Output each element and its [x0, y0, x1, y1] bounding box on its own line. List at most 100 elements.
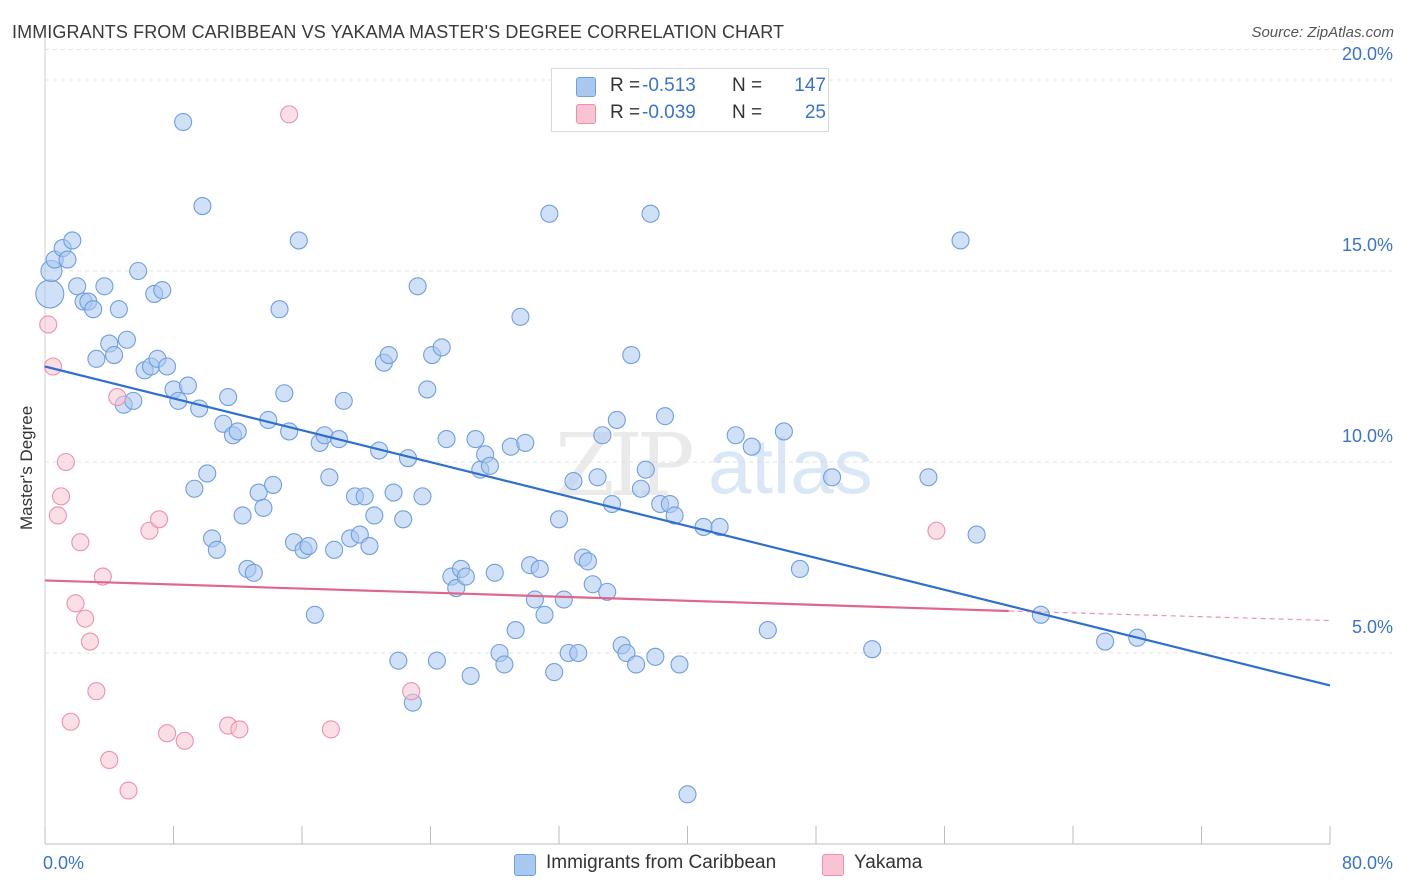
- caribbean-point: [588, 468, 607, 487]
- caribbean-point: [408, 277, 427, 296]
- yakama-point: [280, 105, 299, 124]
- caribbean-point: [384, 483, 403, 502]
- caribbean-point: [678, 785, 697, 804]
- caribbean-point: [264, 475, 283, 494]
- yakama-point: [149, 510, 169, 529]
- caribbean-point: [823, 468, 842, 487]
- yakama-point: [61, 712, 80, 731]
- caribbean-point: [863, 640, 882, 659]
- y-tick-label: 5.0%: [1352, 617, 1393, 637]
- x-tick-label: 80.0%: [1342, 853, 1393, 873]
- caribbean-point: [545, 663, 564, 682]
- r-value-yakama: -0.039: [642, 102, 696, 123]
- caribbean-point: [379, 345, 398, 365]
- yakama-trend-line: [44, 579, 1009, 613]
- caribbean-point: [511, 307, 530, 326]
- yakama-point: [402, 682, 421, 701]
- stats-legend: R = -0.513 N = 147 R = -0.039 N = 25: [551, 68, 829, 132]
- caribbean-point: [456, 567, 475, 586]
- caribbean-point: [641, 204, 660, 223]
- caribbean-point: [593, 426, 612, 445]
- caribbean-point: [275, 384, 294, 403]
- caribbean-point: [299, 536, 318, 556]
- caribbean-point: [535, 605, 554, 624]
- yakama-point: [66, 594, 85, 613]
- yakama-point: [52, 487, 71, 506]
- stats-swatch-caribbean: [576, 77, 596, 97]
- caribbean-point: [485, 563, 504, 582]
- caribbean-point: [178, 376, 198, 395]
- tick-labels: 5.0% 10.0% 15.0% 20.0% 0.0% 80.0%: [43, 44, 1393, 873]
- caribbean-point: [694, 517, 713, 536]
- caribbean-point: [742, 437, 761, 456]
- y-tick-label: 10.0%: [1342, 426, 1393, 446]
- yakama-point: [39, 315, 58, 334]
- yakama-point: [321, 720, 340, 739]
- legend-swatch-yakama: [822, 854, 844, 876]
- caribbean-point: [549, 510, 569, 529]
- caribbean-point: [174, 112, 193, 132]
- caribbean-point: [228, 422, 247, 441]
- y-axis-label: Master's Degree: [17, 405, 36, 530]
- caribbean-point: [578, 552, 597, 571]
- legend-swatch-caribbean: [514, 854, 536, 876]
- yakama-point: [71, 533, 90, 552]
- caribbean-point: [84, 300, 103, 319]
- caribbean-point: [951, 231, 970, 250]
- caribbean-point: [540, 204, 559, 223]
- yakama-point: [927, 521, 946, 540]
- caribbean-point: [305, 605, 324, 624]
- r-label: R =: [610, 75, 641, 96]
- yakama-point: [87, 682, 106, 701]
- caribbean-point: [185, 479, 204, 498]
- caribbean-point: [665, 506, 684, 525]
- caribbean-point: [602, 494, 622, 514]
- legend-label-caribbean: Immigrants from Caribbean: [546, 852, 777, 873]
- caribbean-point: [63, 231, 82, 250]
- yakama-point: [80, 632, 100, 651]
- x-tick-label: 0.0%: [43, 853, 84, 873]
- caribbean-point: [525, 590, 544, 609]
- caribbean-point: [394, 510, 413, 529]
- caribbean-point: [244, 563, 263, 582]
- series-legend: Immigrants from Caribbean Yakama: [0, 852, 1406, 878]
- caribbean-point: [758, 621, 777, 640]
- yakama-point: [76, 609, 95, 628]
- yakama-point: [100, 750, 119, 770]
- caribbean-point: [461, 666, 480, 685]
- caribbean-point: [569, 643, 588, 663]
- caribbean-point: [418, 380, 437, 399]
- r-value-caribbean: -0.513: [642, 75, 696, 96]
- caribbean-point: [598, 582, 617, 601]
- caribbean-point: [516, 433, 535, 452]
- yakama-point: [119, 781, 138, 800]
- caribbean-point: [389, 651, 408, 670]
- yakama-point: [93, 567, 112, 586]
- caribbean-point: [466, 430, 485, 449]
- chart-title: IMMIGRANTS FROM CARIBBEAN VS YAKAMA MAST…: [12, 22, 785, 42]
- caribbean-point: [325, 540, 344, 559]
- legend-label-yakama: Yakama: [854, 852, 923, 873]
- caribbean-point: [790, 559, 809, 579]
- yakama-point: [108, 388, 127, 407]
- caribbean-point: [636, 460, 655, 479]
- caribbean-point: [360, 536, 379, 556]
- caribbean-point: [320, 468, 339, 487]
- caribbean-point: [95, 277, 114, 296]
- caribbean-point: [289, 231, 308, 250]
- caribbean-point: [774, 422, 793, 441]
- caribbean-point: [726, 426, 745, 445]
- caribbean-point: [334, 391, 353, 410]
- caribbean-point: [198, 464, 217, 483]
- caribbean-point: [919, 468, 938, 487]
- caribbean-point: [655, 407, 675, 426]
- y-tick-label: 20.0%: [1342, 44, 1393, 64]
- caribbean-point: [153, 281, 172, 300]
- caribbean-point: [124, 391, 143, 410]
- yakama-point: [43, 357, 63, 376]
- caribbean-point: [506, 621, 525, 640]
- caribbean-point: [109, 300, 128, 319]
- n-label: N =: [732, 102, 763, 123]
- caribbean-point: [105, 345, 124, 365]
